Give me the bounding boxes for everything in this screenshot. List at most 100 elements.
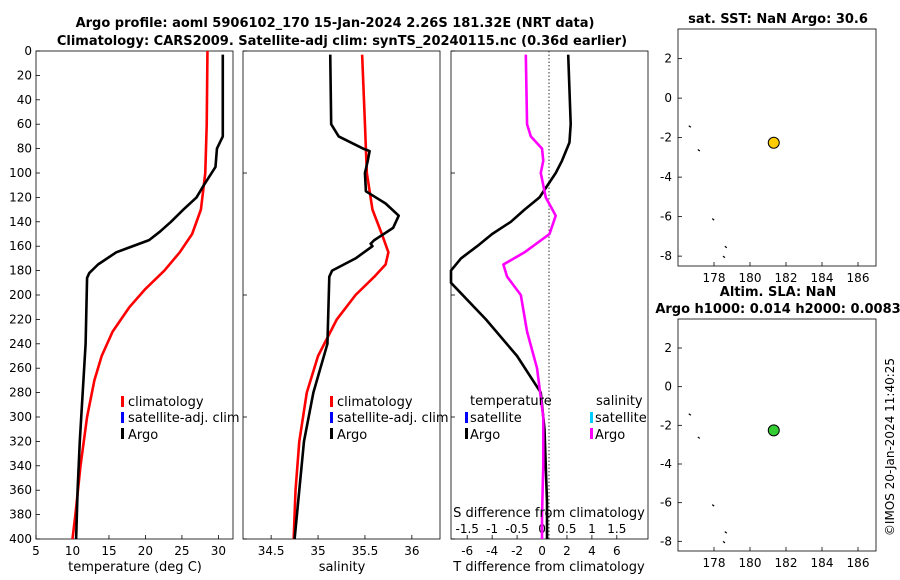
sst-map-xtick-label: 180 [739,271,762,285]
sst-map-xtick-label: 178 [703,271,726,285]
legend-swatch-satellite [465,412,468,423]
sla-map-coast-fragment [724,531,728,534]
temperature-legend: climatology satellite-adj. clim Argo [121,395,240,443]
legend-swatch-climatology [330,396,333,407]
sst-map-xtick-label: 186 [847,271,870,285]
temperature-panel: 0 20 40 60 80 100 120 140 160 180 200 220 240 260 280 3… [9,44,240,575]
legend-label-climatology: climatology [128,395,204,410]
temperature-ytick-label: 220 [9,312,32,326]
sla-map-coast-fragment [697,436,701,439]
difference-line-t-argo-clim [449,54,573,539]
temperature-xtick-label: 30 [211,544,226,558]
legend-swatch-argo [465,428,468,439]
legend-heading-temperature: temperature [470,394,552,409]
difference-panel: -6 -4 -2 0 2 4 6-1.5 -1 -0.5 0 0.5 1 1.5 T differenc… [449,50,649,575]
difference-xtick-label: 6 [613,544,621,558]
sst-map-coast-fragment [724,245,728,249]
sla-map-title: Altim. SLA: NaN [720,285,836,300]
difference-xtick-label: -6 [461,544,473,558]
legend-swatch-satellite-adj-clim [330,412,333,423]
legend-label-satellite: satellite [470,411,522,426]
sla-map-ytick-label: 2 [664,341,672,355]
sst-map-coast-fragment [711,218,715,221]
s-difference-xlabel: S difference from climatology [453,506,645,521]
sla-map-xtick-label: 184 [811,556,834,570]
sla-map-ytick-label: -4 [660,457,672,471]
s-difference-tick-label: 1.5 [607,522,626,536]
legend-label-argo-salinity: Argo [595,428,625,443]
temperature-ytick-label: 360 [9,483,32,497]
sla-map-xtick-label: 180 [739,556,762,570]
temperature-xtick-label: 25 [174,544,189,558]
legend-swatch-climatology [121,396,124,407]
difference-line-s-argo-clim [502,54,558,539]
temperature-xlabel: temperature (deg C) [68,560,202,575]
legend-swatch-argo [121,428,124,439]
legend-label-satellite-adj-clim: satellite-adj. clim [337,411,449,426]
difference-xtick-label: -4 [486,544,498,558]
temperature-ytick-label: 180 [9,264,32,278]
salinity-line-argo [293,54,401,540]
temperature-ytick-label: 260 [9,361,32,375]
sst-map-ytick-label: -6 [660,210,672,224]
temperature-ytick-label: 120 [9,190,32,204]
sst-map-panel: sat. SST: NaN Argo: 30.6 178 180 182 184 186… [660,12,877,285]
salinity-xtick-label: 35.5 [352,544,379,558]
difference-legend-salinity: salinity satellite Argo [590,394,647,443]
temperature-ytick-label: 400 [9,532,32,546]
temperature-ytick-label: 280 [9,386,32,400]
temperature-ytick-label: 100 [9,166,32,180]
sst-map-xtick-label: 182 [775,271,798,285]
temperature-ytick-label: 80 [17,142,32,156]
temperature-ytick-label: 0 [24,44,32,58]
temperature-xtick-label: 5 [32,544,40,558]
sla-map-subtitle: Argo h1000: 0.014 h2000: 0.0083 [655,302,900,317]
legend-label-argo: Argo [470,428,500,443]
sst-map-coast-fragment [722,255,726,259]
sla-map-argo-marker [767,424,780,437]
sst-map-coast-fragment [688,125,692,128]
sst-map-ytick-label: -4 [660,170,672,184]
imos-credit: ©IMOS 20-Jan-2024 11:40:25 [883,358,897,536]
legend-label-argo: Argo [128,428,158,443]
sla-map-xtick-label: 186 [847,556,870,570]
temperature-ytick-label: 240 [9,337,32,351]
temperature-xtick-label: 10 [65,544,80,558]
sst-map-title: sat. SST: NaN Argo: 30.6 [688,12,868,27]
difference-legend-temperature: temperature satellite Argo [465,394,552,443]
temperature-xtick-label: 20 [138,544,153,558]
difference-xtick-label: 2 [563,544,571,558]
s-difference-tick-label: -0.5 [505,522,528,536]
sla-map-ytick-label: -8 [660,534,672,548]
legend-label-argo: Argo [337,428,367,443]
sla-map-xtick-label: 178 [703,556,726,570]
temperature-ytick-label: 160 [9,239,32,253]
salinity-line-climatology [292,54,390,540]
temperature-line-argo [74,54,225,540]
sst-map-argo-marker [767,136,780,149]
salinity-xlabel: salinity [319,560,366,575]
temperature-ytick-label: 340 [9,459,32,473]
salinity-panel: 34.5 35 35.5 36 salinity climatology satell… [242,50,449,575]
temperature-ytick-label: 140 [9,215,32,229]
salinity-xtick-label: 34.5 [258,544,285,558]
legend-swatch-satellite-adj-clim [121,412,124,423]
temperature-ytick-label: 300 [9,410,32,424]
legend-heading-salinity: salinity [596,394,643,409]
legend-swatch-satellite-salinity [590,412,593,423]
s-difference-tick-label: 1 [588,522,596,536]
sla-map-coast-fragment [688,413,692,416]
salinity-xtick-label: 35 [310,544,325,558]
sla-map-coast-fragment [711,504,715,507]
sla-map-ytick-label: -2 [660,418,672,432]
sla-map-coast-fragment [722,540,726,544]
sst-map-coast-fragment [697,148,701,152]
difference-xtick-label: 0 [538,544,546,558]
sst-map-ytick-label: -2 [660,131,672,145]
sla-map-ytick-label: -6 [660,496,672,510]
difference-xtick-label: -2 [511,544,523,558]
sst-map-ytick-label: 0 [664,91,672,105]
s-difference-tick-label: -1 [486,522,498,536]
legend-label-satellite-adj-clim: satellite-adj. clim [128,411,240,426]
